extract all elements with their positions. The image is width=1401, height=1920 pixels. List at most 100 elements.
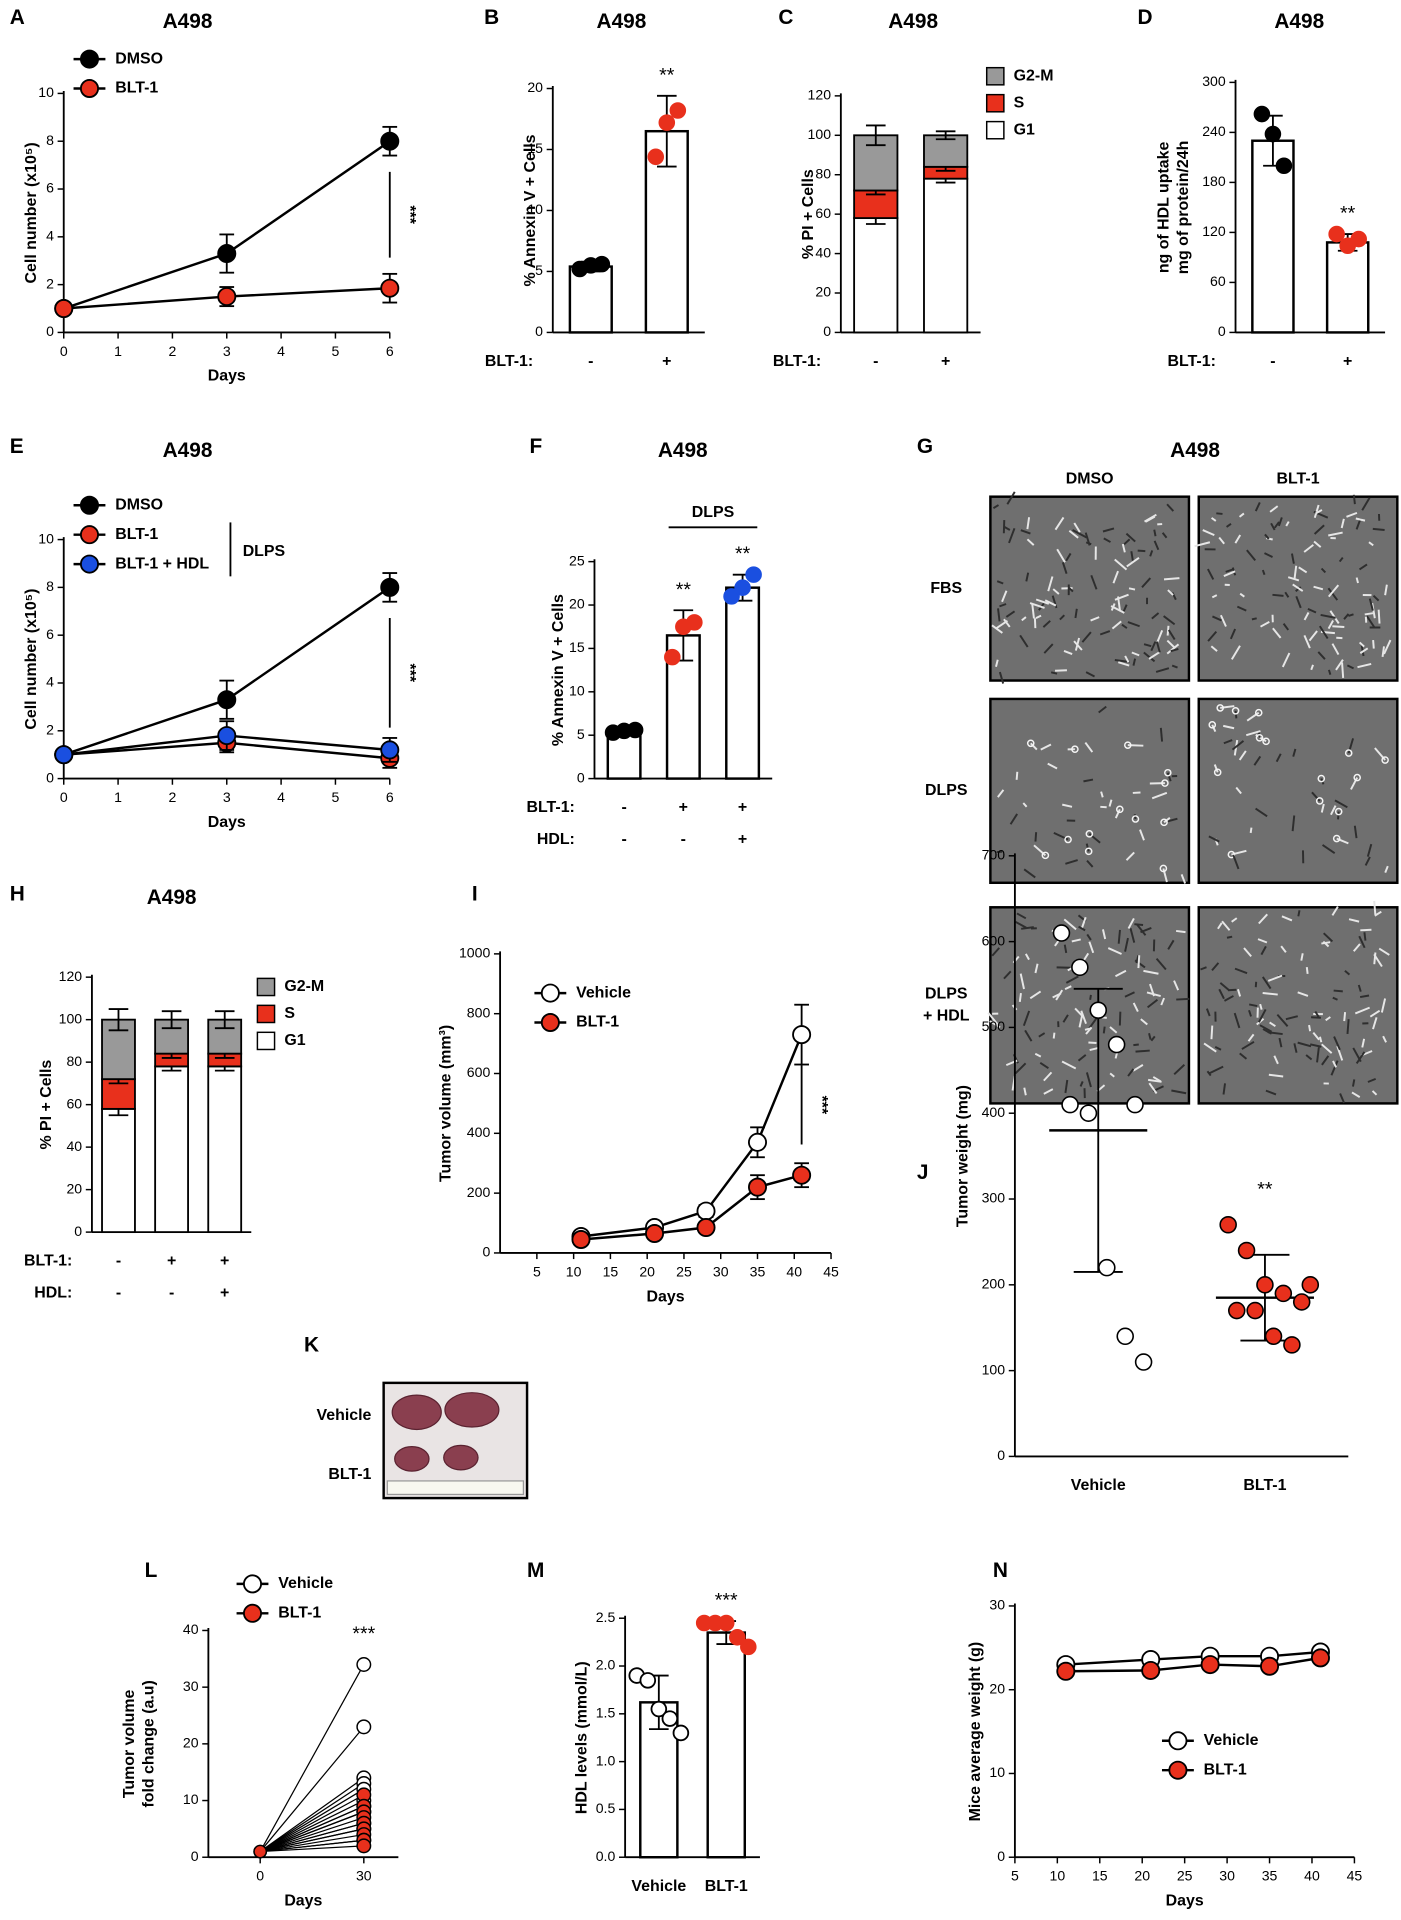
cell xyxy=(1019,973,1025,990)
y-tick-label: 4 xyxy=(46,674,54,690)
data-point xyxy=(1089,1001,1108,1020)
cell xyxy=(1384,865,1389,873)
error-bar xyxy=(161,1010,182,1030)
group-label: DLPS xyxy=(692,504,734,521)
cell xyxy=(989,1020,1001,1029)
cell xyxy=(1163,577,1180,581)
y-tick-label: 10 xyxy=(527,201,543,217)
data-point xyxy=(1310,1648,1330,1668)
cell xyxy=(1273,1055,1279,1065)
cell xyxy=(1026,517,1031,530)
cell xyxy=(1003,970,1012,980)
cell xyxy=(1150,1035,1156,1042)
cell xyxy=(1310,1043,1322,1048)
cell xyxy=(1210,1025,1214,1040)
cell xyxy=(1337,811,1340,820)
cell xyxy=(1115,805,1124,814)
y-tick-label: 600 xyxy=(467,1064,491,1080)
data-point xyxy=(1260,1656,1280,1676)
significance-label: *** xyxy=(715,1590,738,1612)
cell xyxy=(1155,667,1170,673)
cell xyxy=(1226,935,1233,939)
cell xyxy=(1315,797,1324,805)
cell xyxy=(1321,941,1331,945)
cell xyxy=(1123,538,1131,546)
pair-line xyxy=(259,1726,365,1852)
cell xyxy=(1156,630,1164,644)
y-axis-label: % Annexin V + Cells xyxy=(550,594,567,746)
cell xyxy=(1054,516,1065,531)
cell xyxy=(1114,558,1128,571)
cell xyxy=(1320,567,1327,574)
data-point xyxy=(745,566,762,583)
y-tick-label: 60 xyxy=(66,1095,82,1111)
cell xyxy=(1114,808,1121,819)
cell xyxy=(1216,512,1223,515)
micrograph xyxy=(1197,906,1399,1105)
error-bar xyxy=(1073,987,1123,1273)
cell xyxy=(1061,1060,1077,1070)
data-point xyxy=(696,1201,716,1221)
cell xyxy=(1085,843,1090,852)
bar xyxy=(725,586,761,780)
row-label: HDL: xyxy=(537,831,575,848)
y-tick-label: 5 xyxy=(577,726,585,742)
cell xyxy=(1030,742,1038,751)
cell xyxy=(1021,926,1034,930)
cell xyxy=(1056,548,1066,563)
row-value: + xyxy=(738,799,747,816)
cell xyxy=(1334,807,1343,816)
row-label: FBS xyxy=(930,580,962,597)
cell xyxy=(1338,556,1344,563)
y-tick-label: 8 xyxy=(46,132,54,148)
row-label: BLT-1: xyxy=(485,353,533,370)
data-point xyxy=(1200,1655,1220,1675)
series-line xyxy=(1065,1650,1321,1666)
cell xyxy=(999,603,1007,608)
significance-label: *** xyxy=(401,664,418,683)
cell xyxy=(1090,574,1098,590)
cell xyxy=(1218,536,1225,545)
y-tick-label: 120 xyxy=(1202,223,1226,239)
cell xyxy=(1132,1064,1144,1072)
x-tick-label: 40 xyxy=(786,1263,802,1279)
bar xyxy=(568,265,613,334)
cell xyxy=(1248,1009,1252,1017)
cell xyxy=(1359,994,1370,999)
cell xyxy=(1134,923,1144,926)
cell xyxy=(1086,933,1092,941)
data-point xyxy=(1283,1336,1301,1354)
panel-title: A498 xyxy=(658,439,708,462)
cell xyxy=(1153,540,1160,551)
cell xyxy=(1311,791,1321,802)
data-point xyxy=(1253,105,1271,123)
pair-line xyxy=(260,1833,364,1853)
pair-line xyxy=(260,1828,364,1853)
cell xyxy=(1035,614,1042,619)
data-point xyxy=(1292,1293,1311,1311)
cell xyxy=(1022,1010,1031,1027)
cell xyxy=(1298,566,1308,574)
cell xyxy=(1173,980,1180,991)
cell xyxy=(1368,598,1374,611)
cell xyxy=(1103,537,1111,543)
cell xyxy=(1085,671,1095,678)
cell xyxy=(1206,1070,1212,1077)
cell xyxy=(1083,778,1094,783)
y-tick-label: 20 xyxy=(183,1735,199,1751)
y-tick-label: 120 xyxy=(808,87,832,103)
cell xyxy=(1344,969,1351,976)
cell xyxy=(1065,552,1072,562)
cell xyxy=(1307,607,1317,614)
data-point xyxy=(380,740,400,760)
cell xyxy=(1366,615,1376,629)
cell xyxy=(1102,1026,1106,1034)
cell xyxy=(1331,643,1340,656)
y-tick-label: 120 xyxy=(59,968,83,984)
cell xyxy=(1351,1091,1361,1098)
data-point xyxy=(1256,1276,1274,1294)
row-value: + xyxy=(679,799,688,816)
cell xyxy=(1290,553,1295,564)
y-tick-label: 0 xyxy=(482,1244,490,1260)
cell xyxy=(1021,616,1027,622)
